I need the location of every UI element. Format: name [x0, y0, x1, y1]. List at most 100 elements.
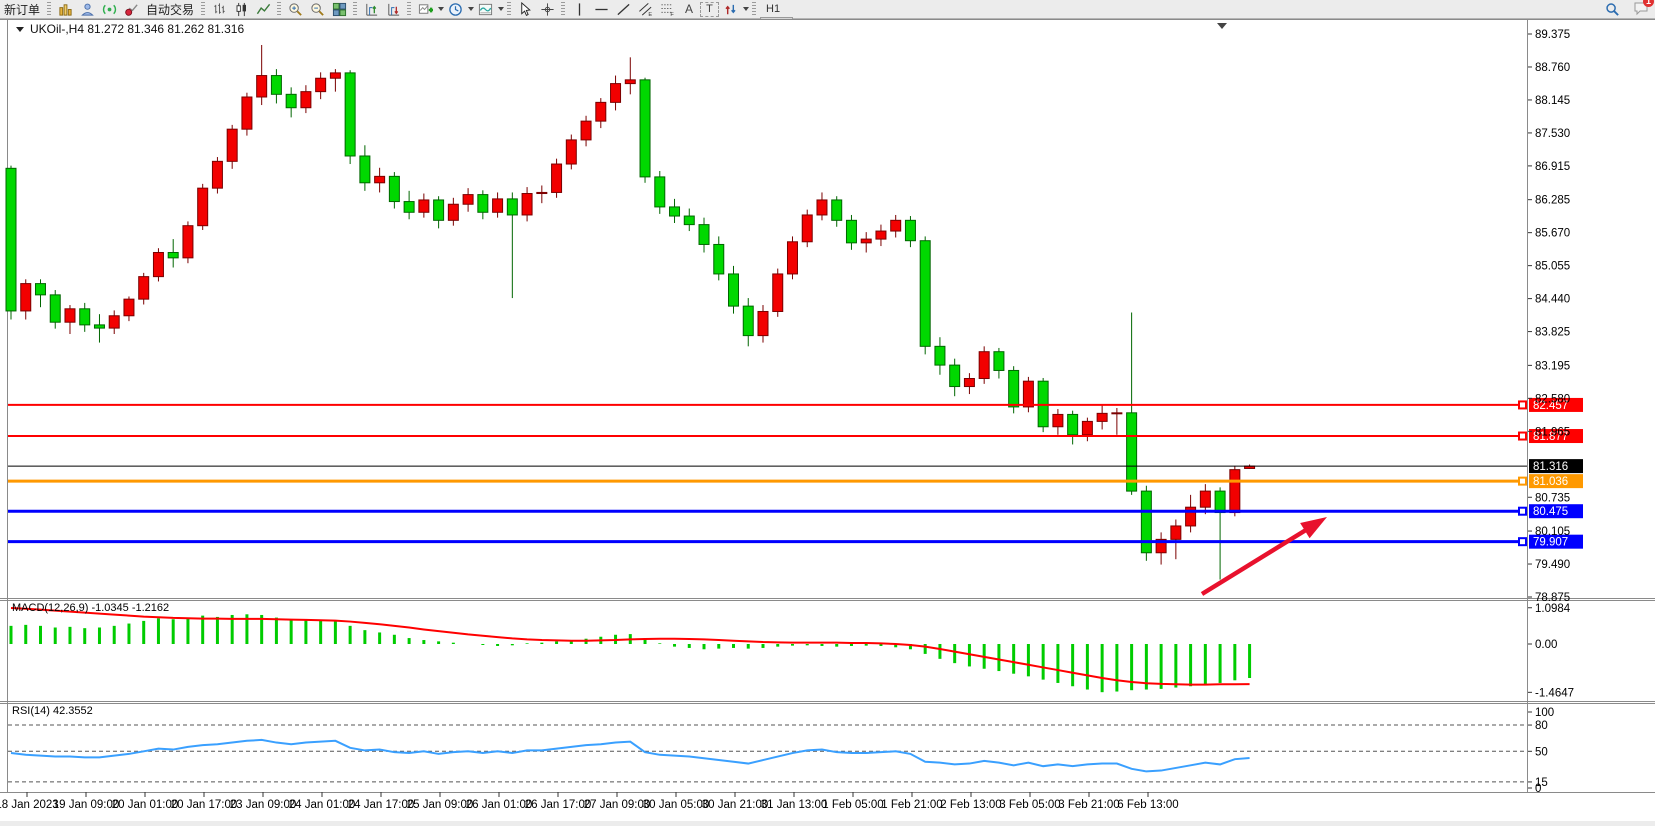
annotation-arrow-shaft[interactable]	[1200, 525, 1312, 596]
dropdown-arrow-icon[interactable]	[468, 7, 475, 11]
add-indicator-icon[interactable]	[414, 1, 436, 18]
fibonacci-tool-icon[interactable]: F	[656, 1, 678, 18]
time-axis-label: 1 Feb 05:00	[822, 799, 883, 811]
toolbar-grip[interactable]	[752, 2, 757, 16]
channel-tool-icon[interactable]: E	[634, 1, 656, 18]
candle-body	[152, 251, 164, 278]
candle-body	[639, 79, 651, 178]
vertical-line-tool-icon[interactable]	[568, 1, 590, 18]
profiles-icon[interactable]	[76, 1, 98, 18]
crosshair-icon[interactable]	[536, 1, 558, 18]
toolbar-grip[interactable]	[353, 2, 358, 16]
candle-body	[580, 120, 592, 141]
dropdown-arrow-icon[interactable]	[743, 7, 750, 11]
candle-body	[197, 187, 209, 227]
text-tool-icon[interactable]: A	[685, 2, 694, 16]
time-axis-label: 25 Jan 09:00	[407, 799, 474, 811]
price-axis-tick-label: 85.055	[1535, 261, 1570, 273]
candle-body	[418, 199, 430, 213]
candle-body	[359, 155, 371, 184]
line-chart-icon[interactable]	[252, 1, 274, 18]
line-end-marker	[1518, 400, 1527, 410]
text-label-tool-icon[interactable]: T	[700, 1, 720, 17]
candle-body	[315, 77, 327, 93]
price-line-label-box	[1529, 504, 1583, 519]
chart-title: UKOil-,H4 81.272 81.346 81.262 81.316	[30, 22, 244, 36]
new-order-button[interactable]: 新订单	[4, 2, 41, 17]
candle-body	[1126, 412, 1138, 492]
dropdown-arrow-icon[interactable]	[498, 7, 505, 11]
candle-body	[831, 199, 843, 221]
line-end-marker	[1518, 506, 1527, 516]
period-clock-icon[interactable]	[444, 1, 466, 18]
time-axis-label: 1 Feb 21:00	[881, 799, 942, 811]
timeframe-button-h1[interactable]: H1	[766, 3, 781, 15]
search-icon[interactable]	[1601, 1, 1623, 18]
candle-body	[1199, 490, 1211, 508]
toolbar-grip[interactable]	[561, 2, 566, 16]
candle-body	[610, 83, 622, 103]
candlestick-chart-icon[interactable]	[230, 1, 252, 18]
candle-body	[536, 191, 548, 195]
notifications-button[interactable]: 1	[1633, 0, 1654, 19]
price-axis-tick-label: 88.145	[1535, 95, 1570, 107]
line-end-marker	[1518, 431, 1527, 441]
candle-body	[403, 201, 415, 213]
trendline-tool-icon[interactable]	[612, 1, 634, 18]
new-chart-icon[interactable]	[54, 1, 76, 18]
toolbar-grip[interactable]	[407, 2, 412, 16]
rsi-axis-label: 100	[1535, 707, 1554, 719]
candle-body	[565, 139, 577, 165]
candle-body	[978, 351, 990, 380]
arrow-objects-icon[interactable]	[719, 1, 741, 18]
candle-body	[919, 240, 931, 347]
auto-trading-button[interactable]: 自动交易	[146, 2, 195, 17]
candle-body	[963, 378, 975, 388]
time-axis-label: 23 Jan 09:00	[230, 799, 297, 811]
candle-body	[698, 224, 710, 245]
candle-body	[123, 298, 135, 317]
templates-icon[interactable]	[474, 1, 496, 18]
candle-body	[93, 324, 105, 329]
chart-shift-marker[interactable]	[1217, 23, 1227, 29]
candle-body	[669, 206, 681, 217]
zoom-in-icon[interactable]	[284, 1, 306, 18]
horizontal-line-tool-icon[interactable]	[590, 1, 612, 18]
time-axis-label: 20 Jan 01:00	[112, 799, 179, 811]
time-axis-label: 24 Jan 01:00	[289, 799, 356, 811]
tile-windows-icon[interactable]	[328, 1, 350, 18]
toolbar-grip[interactable]	[47, 2, 52, 16]
bar-chart-icon[interactable]	[208, 1, 230, 18]
chart-canvas[interactable]: 82.457 81.877 81.316 81.036 80.475 79.907 89.3…	[0, 19, 1655, 821]
candle-body	[447, 203, 459, 221]
macd-signal-line	[10, 607, 1250, 686]
candle-body	[1052, 413, 1064, 428]
cursor-icon[interactable]	[514, 1, 536, 18]
candle-body	[270, 75, 282, 95]
candle-body	[934, 345, 946, 366]
chart-window: 82.457 81.877 81.316 81.036 80.475 79.907 89.3…	[0, 19, 1655, 821]
candle-body	[1008, 369, 1020, 408]
candle-body	[49, 294, 61, 323]
toolbar-grip[interactable]	[507, 2, 512, 16]
svg-text:F: F	[670, 12, 674, 17]
indicator-window-up-icon[interactable]	[360, 1, 382, 18]
candle-body	[742, 305, 754, 337]
price-axis-tick-label: 86.285	[1535, 195, 1570, 207]
auto-trading-icon[interactable]	[120, 1, 142, 18]
candle-body	[1140, 490, 1152, 554]
signal-icon[interactable]	[98, 1, 120, 18]
toolbar-grip[interactable]	[201, 2, 206, 16]
zoom-out-icon[interactable]	[306, 1, 328, 18]
annotation-arrow-head[interactable]	[1300, 517, 1327, 539]
indicator-window-down-icon[interactable]	[382, 1, 404, 18]
price-axis-tick-label: 88.760	[1535, 62, 1570, 74]
candle-body	[462, 194, 474, 205]
candle-body	[904, 219, 916, 242]
symbol-dropdown-icon[interactable]	[16, 27, 24, 32]
dropdown-arrow-icon[interactable]	[438, 7, 445, 11]
price-axis-tick-label: 89.375	[1535, 29, 1570, 41]
candle-body	[388, 175, 400, 203]
time-axis-label: 31 Jan 13:00	[761, 799, 828, 811]
toolbar-grip[interactable]	[277, 2, 282, 16]
